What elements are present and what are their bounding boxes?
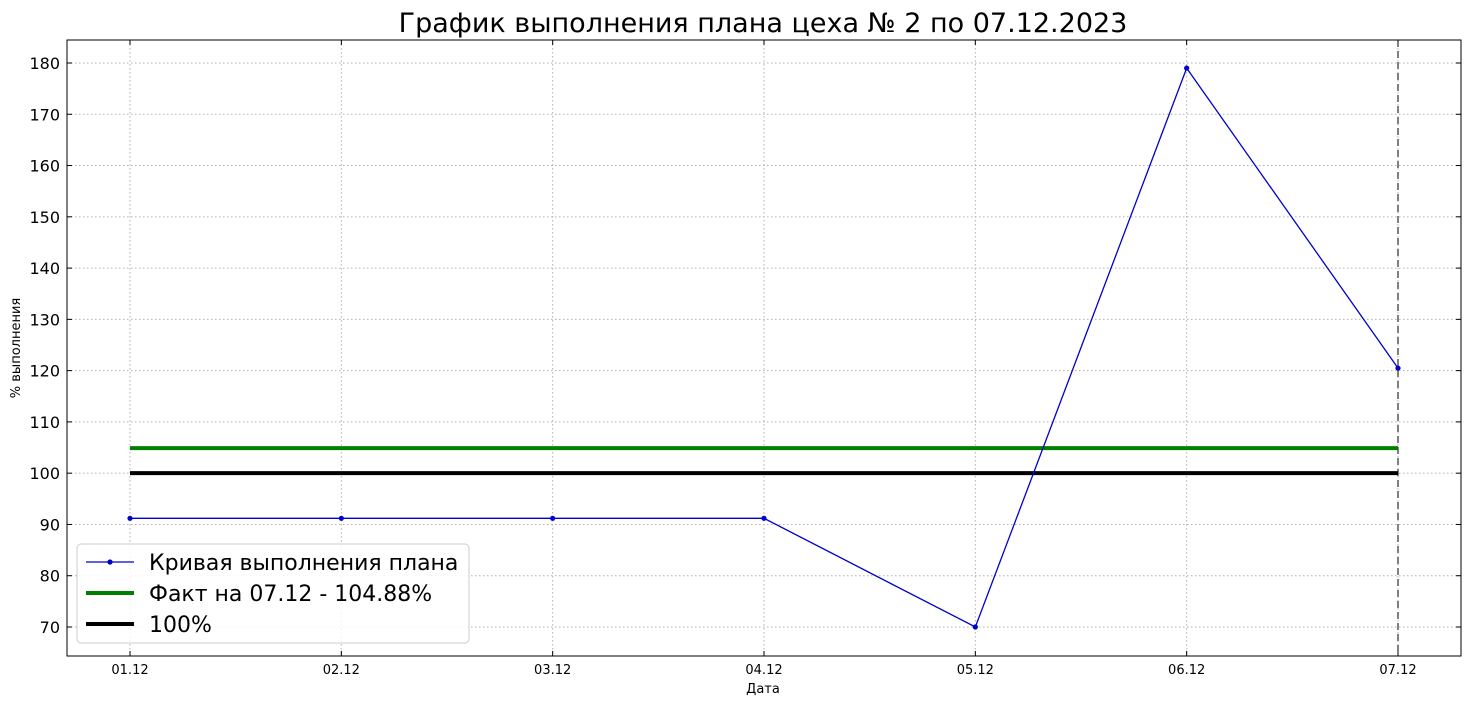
legend: Кривая выполнения плана Факт на 07.12 - 1…: [76, 543, 470, 644]
y-tick-label: 70: [40, 618, 60, 637]
data-point: [127, 515, 133, 521]
legend-entry: 100%: [149, 613, 212, 638]
data-point: [761, 515, 767, 521]
x-tick-label: 07.12: [1379, 663, 1416, 678]
x-axis-label: Дата: [746, 682, 780, 697]
x-tick-label: 05.12: [957, 663, 994, 678]
data-point: [550, 515, 556, 521]
y-tick-label: 130: [29, 310, 60, 329]
legend-marker: [107, 559, 113, 565]
y-tick-label: 80: [40, 567, 60, 586]
y-axis-label: % выполнения: [9, 298, 24, 398]
y-tick-label: 170: [29, 105, 60, 124]
chart-title: График выполнения плана цеха № 2 по 07.1…: [399, 8, 1128, 39]
x-tick-label: 02.12: [323, 663, 360, 678]
series-line-0: [130, 66, 1399, 628]
data-point: [972, 624, 978, 630]
x-tick-label: 06.12: [1168, 663, 1205, 678]
ticks: 70 80 90 100 110 120 130 140 150 160 170 180 01.12 02…: [29, 40, 1461, 678]
y-tick-label: 110: [29, 413, 60, 432]
y-tick-label: 100: [29, 464, 60, 483]
y-tick-label: 150: [29, 208, 60, 227]
data-point: [1184, 65, 1190, 71]
data-point: [338, 515, 344, 521]
x-tick-label: 03.12: [534, 663, 571, 678]
legend-entry: Факт на 07.12 - 104.88%: [149, 582, 432, 607]
y-tick-label: 160: [29, 157, 60, 176]
y-tick-label: 120: [29, 362, 60, 381]
legend-entry: Кривая выполнения плана: [149, 551, 458, 576]
y-tick-label: 90: [40, 515, 60, 534]
x-tick-label: 04.12: [745, 663, 782, 678]
data-point: [1395, 365, 1401, 371]
x-tick-label: 01.12: [111, 663, 148, 678]
y-tick-label: 140: [29, 259, 60, 278]
plot-frame: [66, 39, 1462, 657]
plot-area: [127, 40, 1401, 656]
y-tick-label: 180: [29, 54, 60, 73]
legend-box: [76, 543, 470, 644]
